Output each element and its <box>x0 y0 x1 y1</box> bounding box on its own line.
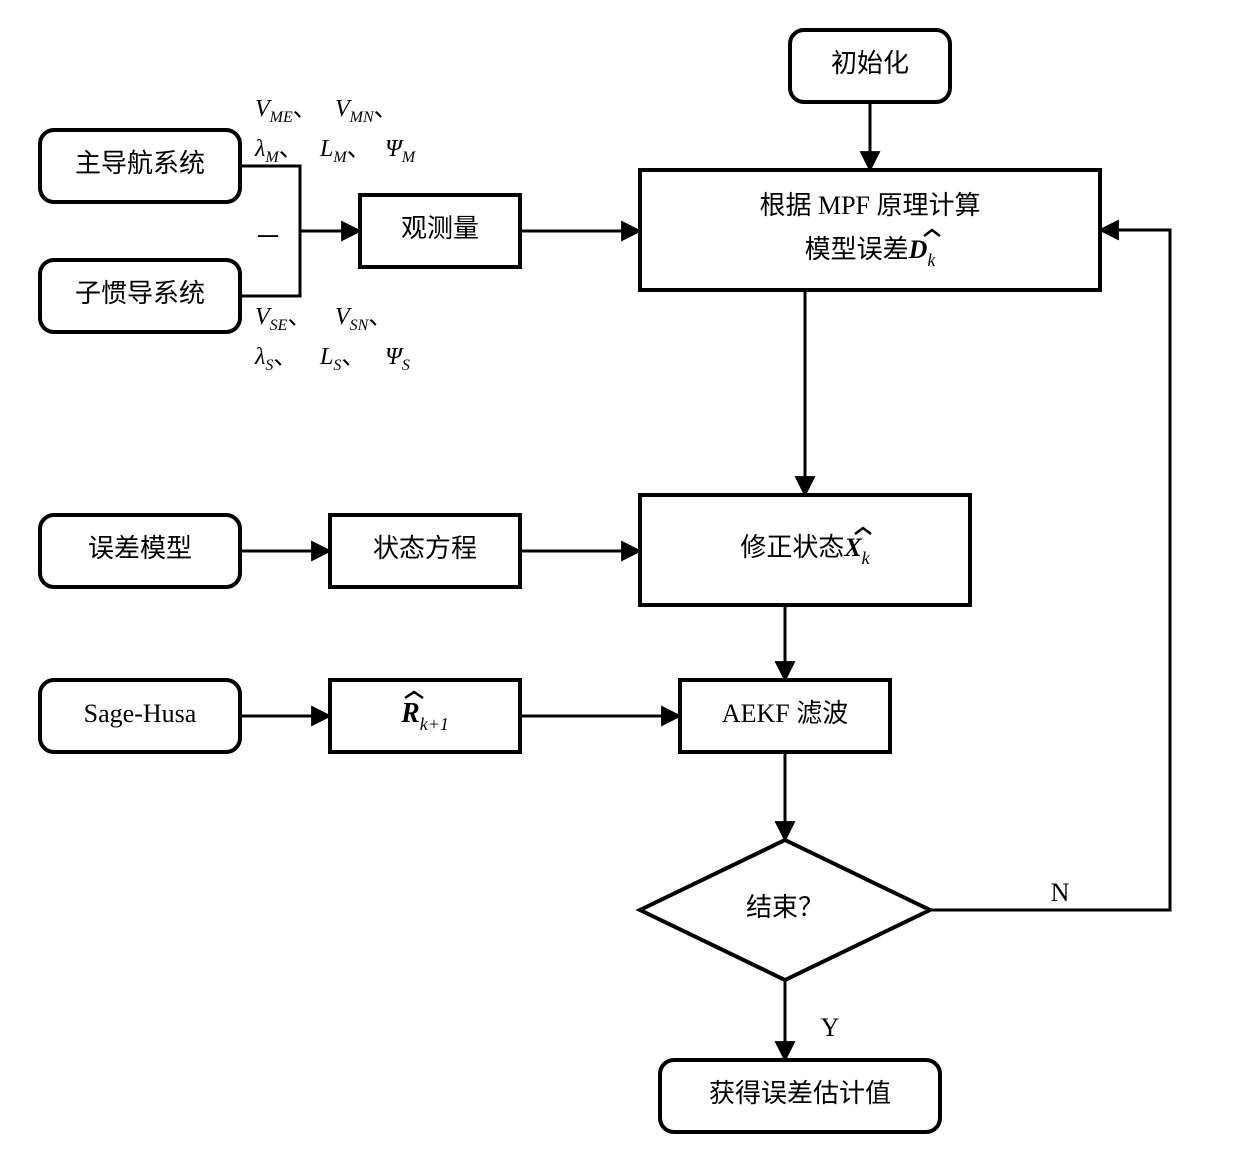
svg-text:观测量: 观测量 <box>401 214 479 243</box>
svg-text:结束？: 结束？ <box>746 893 824 922</box>
svg-text:λS、: λS、 <box>254 344 297 375</box>
svg-text:VMN、: VMN、 <box>335 96 398 127</box>
svg-text:λM、: λM、 <box>254 136 303 167</box>
svg-text:根据 MPF 原理计算: 根据 MPF 原理计算 <box>759 191 980 220</box>
svg-text:获得误差估计值: 获得误差估计值 <box>709 1079 891 1108</box>
svg-text:VSE、: VSE、 <box>255 304 311 335</box>
svg-text:Y: Y <box>821 1013 840 1042</box>
svg-text:Sage-Husa: Sage-Husa <box>84 699 197 728</box>
svg-text:N: N <box>1051 878 1070 907</box>
svg-text:主导航系统: 主导航系统 <box>75 149 205 178</box>
svg-text:子惯导系统: 子惯导系统 <box>75 279 205 308</box>
svg-text:LS、: LS、 <box>319 344 365 375</box>
svg-text:误差模型: 误差模型 <box>88 534 192 563</box>
svg-text:AEKF 滤波: AEKF 滤波 <box>722 699 848 728</box>
svg-text:－: － <box>254 222 282 253</box>
svg-text:初始化: 初始化 <box>831 49 909 78</box>
svg-text:VME、: VME、 <box>255 96 317 127</box>
flowchart-diagram: 初始化主导航系统子惯导系统观测量根据 MPF 原理计算模型误差Dk误差模型状态方… <box>0 0 1240 1157</box>
svg-text:ΨM: ΨM <box>385 136 417 167</box>
svg-text:LM、: LM、 <box>319 136 371 167</box>
svg-text:ΨS: ΨS <box>385 344 410 375</box>
svg-text:状态方程: 状态方程 <box>373 534 477 563</box>
svg-text:VSN、: VSN、 <box>335 304 392 335</box>
